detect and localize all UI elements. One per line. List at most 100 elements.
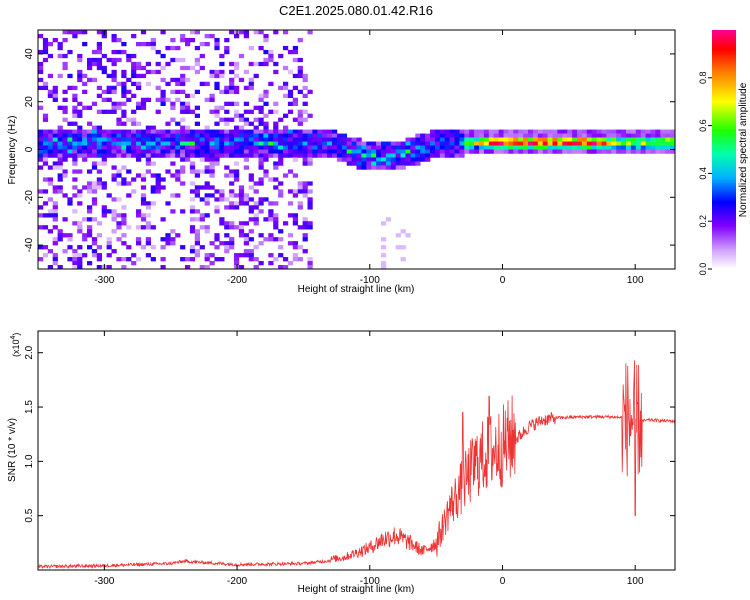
heatmap-cell (77, 189, 83, 194)
heatmap-cell (562, 137, 568, 142)
heatmap-cell (209, 185, 215, 190)
heatmap-cell (273, 137, 279, 142)
heatmap-cell (635, 133, 641, 138)
heatmap-cell (189, 133, 196, 138)
heatmap-cell (278, 157, 284, 162)
heatmap-cell (660, 141, 666, 146)
heatmap-cell (219, 193, 225, 198)
heatmap-cell (214, 189, 220, 194)
heatmap-cell (405, 157, 411, 162)
heatmap-cell (381, 253, 387, 258)
heatmap-cell (224, 89, 230, 95)
heatmap-cell (52, 241, 58, 246)
heatmap-cell (194, 121, 200, 126)
heatmap-cell (287, 233, 294, 238)
snr-y-scale-exp: 4 (10, 335, 17, 339)
heatmap-cell (194, 57, 200, 63)
y-tick-label: 2.0 (24, 345, 35, 359)
heatmap-cell (116, 145, 122, 150)
heatmap-cell (126, 193, 132, 198)
heatmap-cell (165, 129, 171, 134)
heatmap-cell (204, 265, 210, 269)
heatmap-cell (199, 53, 205, 59)
heatmap-cell (253, 257, 259, 262)
heatmap-cell (307, 261, 313, 266)
heatmap-cell (219, 73, 225, 79)
heatmap-cell (336, 145, 343, 150)
heatmap-cell (57, 157, 63, 162)
heatmap-cell (650, 133, 656, 138)
heatmap-cell (77, 221, 83, 226)
x-tick-label: -100 (360, 576, 380, 587)
heatmap-cell (635, 141, 641, 146)
heatmap-cell (52, 213, 58, 218)
heatmap-cell (283, 125, 289, 130)
heatmap-cell (650, 149, 656, 154)
heatmap-cell (302, 221, 308, 226)
heatmap-cell (214, 129, 220, 134)
heatmap-cell (346, 149, 352, 154)
heatmap-cell (229, 189, 235, 194)
heatmap-cell (121, 145, 127, 150)
heatmap-cell (229, 181, 235, 186)
heatmap-cell (180, 257, 186, 262)
heatmap-cell (155, 189, 161, 194)
heatmap-cell (586, 149, 592, 154)
heatmap-cell (209, 169, 215, 174)
heatmap-cell (400, 161, 406, 166)
heatmap-cell (439, 153, 445, 158)
heatmap-cell (263, 93, 269, 99)
heatmap-cell (121, 181, 127, 186)
heatmap-cell (214, 133, 220, 138)
heatmap-cell (273, 257, 279, 262)
heatmap-cell (62, 133, 68, 138)
heatmap-cell (297, 117, 303, 122)
heatmap-cell (121, 69, 127, 75)
heatmap-cell (395, 149, 401, 154)
heatmap-cell (444, 149, 450, 154)
heatmap-cell (297, 113, 303, 118)
heatmap-cell (283, 145, 289, 150)
heatmap-cell (38, 77, 44, 83)
heatmap-cell (77, 253, 83, 258)
heatmap-cell (258, 137, 264, 142)
heatmap-cell (189, 197, 196, 202)
heatmap-cell (136, 241, 142, 246)
heatmap-cell (52, 129, 58, 134)
heatmap-cell (87, 129, 93, 134)
heatmap-cell (77, 245, 83, 250)
heatmap-cell (371, 149, 377, 154)
heatmap-cell (302, 129, 308, 134)
heatmap-cell (292, 97, 298, 102)
heatmap-cell (248, 217, 254, 222)
heatmap-cell (185, 265, 191, 269)
heatmap-cell (150, 153, 156, 158)
heatmap-cell (62, 233, 68, 238)
heatmap-cell (557, 141, 563, 146)
heatmap-cell (253, 61, 259, 67)
heatmap-cell (194, 185, 200, 190)
heatmap-cell (268, 253, 274, 258)
heatmap-cell (77, 257, 83, 262)
heatmap-cell (518, 129, 524, 134)
heatmap-cell (140, 105, 147, 110)
heatmap-cell (136, 173, 142, 178)
heatmap-cell (189, 257, 196, 262)
heatmap-cell (243, 117, 249, 122)
heatmap-cell (243, 133, 249, 138)
heatmap-cell (180, 101, 186, 106)
heatmap-cell (356, 165, 362, 170)
heatmap-cell (287, 145, 294, 150)
heatmap-cell (258, 133, 264, 138)
heatmap-cell (248, 61, 254, 67)
heatmap-cell (532, 149, 539, 154)
heatmap-cell (189, 145, 196, 150)
heatmap-cell (38, 65, 44, 71)
heatmap-cell (175, 153, 181, 158)
heatmap-cell (273, 69, 279, 75)
heatmap-cell (635, 149, 641, 154)
heatmap-cell (278, 181, 284, 186)
heatmap-cell (91, 49, 98, 55)
heatmap-cell (258, 93, 264, 99)
heatmap-cell (126, 129, 132, 134)
